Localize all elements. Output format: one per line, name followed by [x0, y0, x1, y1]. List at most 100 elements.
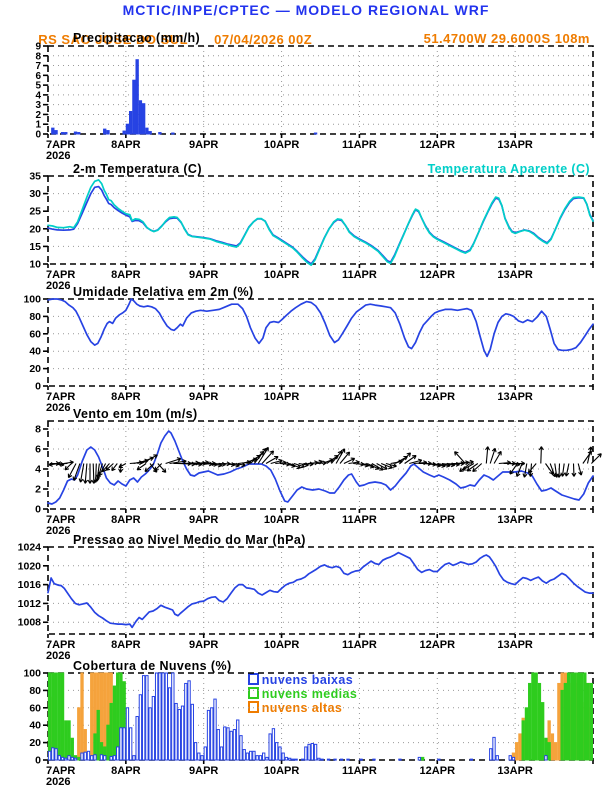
wind-arrow-icon: [485, 446, 490, 464]
wind-arrow-icon: [493, 450, 502, 464]
y-tick-label: 100: [23, 668, 41, 680]
bar: [566, 672, 571, 761]
bar: [553, 742, 558, 761]
bar: [333, 758, 337, 761]
wind-arrow-icon: [118, 463, 127, 469]
high-clouds-swatch-icon: [247, 701, 259, 713]
bar: [103, 128, 107, 135]
y-tick-label: 60: [29, 702, 41, 714]
bar: [586, 682, 590, 761]
x-tick-label: 12APR: [420, 765, 456, 777]
bar: [229, 730, 233, 761]
bar: [550, 733, 555, 761]
bar: [245, 752, 250, 761]
wind-arrow-icon: [339, 451, 351, 464]
bar: [521, 720, 525, 761]
bar: [77, 707, 81, 761]
wind-arrow-icon: [509, 463, 518, 475]
bar: [239, 735, 243, 761]
bar: [232, 729, 237, 761]
x-tick-label: 10APR: [264, 765, 300, 777]
bar: [398, 758, 402, 761]
bar: [106, 130, 110, 135]
wind-arrow-icon: [591, 453, 602, 464]
run-time: 07/04/2026 00Z: [214, 32, 313, 47]
y-tick-label: 0: [35, 755, 41, 767]
wind-arrow-icon: [515, 463, 523, 477]
bar: [262, 752, 266, 761]
bar: [90, 755, 94, 761]
wind-arrow-icon: [460, 459, 474, 465]
bar: [145, 127, 149, 135]
bar: [109, 702, 113, 761]
bar: [193, 742, 198, 761]
wind-arrow-icon: [538, 446, 544, 464]
series-line: [47, 551, 594, 629]
x-tick-label: 8APR: [111, 514, 140, 526]
bar: [304, 746, 308, 761]
x-tick-label: 8APR: [111, 269, 140, 281]
x-tick-label: 11APR: [342, 514, 377, 526]
station-run-line: RS SAO JOSE DO SUL 07/04/2026 00Z: [30, 17, 312, 47]
bar: [252, 750, 256, 761]
wind-arrow-icon: [586, 446, 593, 464]
y-tick-label: 0: [35, 130, 41, 141]
bar: [67, 755, 71, 761]
x-tick-label: 10APR: [264, 639, 300, 651]
wind-arrow-icon: [459, 463, 471, 473]
wind-arrow-icon: [154, 463, 163, 472]
bar: [67, 720, 71, 761]
bar: [70, 756, 74, 761]
x-tick-label: 11APR: [342, 391, 377, 403]
bar: [54, 672, 58, 761]
wind-arrow-icon: [105, 463, 114, 471]
bar: [57, 755, 61, 761]
bar: [99, 754, 104, 761]
wind-arrow-icon: [165, 457, 182, 465]
cloud-legend: nuvens baixas nuvens medias nuvens altas: [240, 659, 365, 715]
wind-arrow-icon: [556, 463, 562, 478]
bar: [560, 689, 564, 761]
legend-item-low-clouds: nuvens baixas: [247, 673, 353, 687]
y-tick-label: 1008: [18, 617, 42, 629]
bar: [573, 672, 577, 761]
bar: [284, 756, 289, 761]
wind-arrow-icon: [111, 463, 118, 472]
bar: [223, 726, 227, 761]
y-tick-label: 7: [35, 61, 41, 72]
x-tick-label: 13APR: [497, 639, 533, 651]
bar: [57, 672, 61, 761]
bar: [54, 748, 58, 761]
bar: [64, 720, 68, 761]
wind-arrow-icon: [462, 463, 475, 471]
y-tick-label: 8: [35, 424, 41, 436]
bar: [177, 709, 182, 761]
bar: [187, 680, 191, 761]
bar: [51, 672, 55, 761]
wind-arrow-icon: [257, 446, 269, 464]
bar: [171, 672, 175, 761]
wind-arrow-icon: [96, 463, 104, 480]
y-tick-label: 4: [35, 90, 41, 101]
bar: [417, 756, 422, 761]
station-name: RS SAO JOSE DO SUL: [38, 32, 189, 47]
x-tick-label: 8APR: [111, 139, 140, 151]
wind-arrow-icon: [466, 463, 479, 472]
bar: [583, 672, 587, 761]
bar: [540, 702, 545, 761]
x-tick-label: 9APR: [189, 765, 218, 777]
bar: [129, 727, 133, 761]
bar: [531, 672, 535, 761]
y-tick-label: 2: [35, 110, 41, 121]
y-tick-label: 25: [29, 206, 41, 218]
wind-arrow-icon: [376, 463, 388, 470]
bar: [73, 131, 78, 135]
x-tick-label: 7APR: [46, 269, 75, 281]
x-tick-year: 2026: [46, 776, 70, 788]
panel-title-wind: Vento em 10m (m/s): [73, 407, 198, 421]
bar: [216, 729, 220, 761]
bar: [492, 736, 496, 761]
